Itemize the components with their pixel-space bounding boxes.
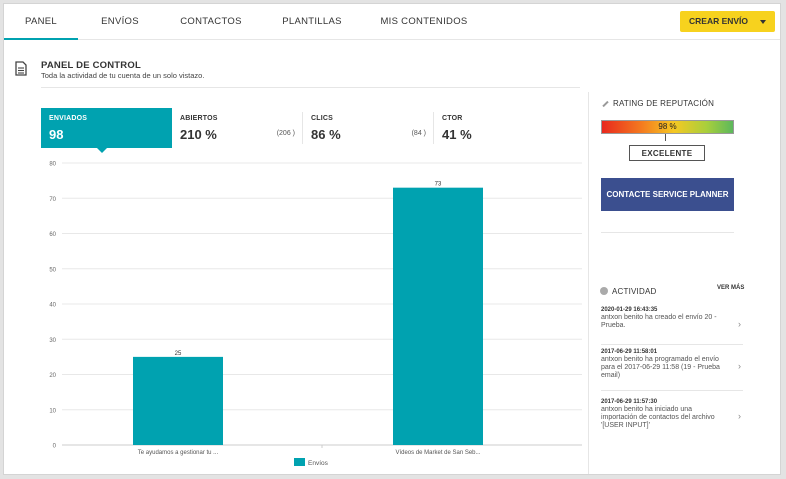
activity-title: ACTIVIDAD bbox=[600, 287, 656, 296]
activity-item[interactable]: 2020-01-29 16:43:35 antxon benito ha cre… bbox=[601, 307, 743, 345]
top-nav: PANEL ENVÍOS CONTACTOS PLANTILLAS MIS CO… bbox=[4, 4, 780, 40]
stat-count: (84 ) bbox=[411, 130, 426, 137]
y-tick-label: 20 bbox=[49, 373, 56, 379]
y-tick-label: 80 bbox=[49, 162, 56, 168]
chevron-right-icon: › bbox=[738, 361, 741, 371]
activity-timestamp: 2017-06-29 11:58:01 bbox=[601, 349, 658, 355]
y-tick-label: 0 bbox=[53, 444, 57, 450]
tab-panel[interactable]: PANEL bbox=[4, 4, 78, 40]
reputation-rating: EXCELENTE bbox=[629, 145, 705, 161]
see-more-link[interactable]: VER MÁS bbox=[717, 285, 745, 291]
data-label: 25 bbox=[175, 351, 182, 357]
stat-label: CTOR bbox=[442, 115, 463, 122]
y-tick-label: 50 bbox=[49, 267, 56, 273]
y-tick-label: 40 bbox=[49, 303, 56, 309]
y-tick-label: 10 bbox=[49, 408, 56, 414]
contact-service-planner-button[interactable]: CONTACTE SERVICE PLANNER bbox=[601, 178, 734, 211]
divider bbox=[302, 112, 303, 144]
x-tick-label: Te ayudamos a gestionar tu ... bbox=[138, 450, 219, 456]
bar bbox=[393, 187, 483, 446]
stat-label: ENVIADOS bbox=[49, 115, 88, 122]
tab-contactos[interactable]: CONTACTOS bbox=[180, 16, 242, 27]
bar bbox=[133, 356, 223, 445]
stat-ctor[interactable]: CTOR 41 % bbox=[434, 108, 574, 148]
create-send-button[interactable]: CREAR ENVÍO bbox=[680, 11, 775, 32]
activity-item[interactable]: 2017-06-29 11:58:01 antxon benito ha pro… bbox=[601, 349, 743, 391]
stat-clics[interactable]: CLICS 86 % (84 ) bbox=[303, 108, 434, 148]
stat-enviados[interactable]: ENVIADOS 98 bbox=[41, 108, 172, 153]
divider bbox=[41, 87, 580, 88]
activity-item[interactable]: 2017-06-29 11:57:30 antxon benito ha ini… bbox=[601, 399, 743, 439]
stat-value: 41 % bbox=[442, 127, 472, 142]
stat-abiertos[interactable]: ABIERTOS 210 % (206 ) bbox=[172, 108, 303, 148]
reputation-title-text: RATING DE REPUTACIÓN bbox=[613, 99, 715, 108]
activity-timestamp: 2017-06-29 11:57:30 bbox=[601, 399, 658, 405]
x-tick-label: Vídeos de Market de San Seb... bbox=[395, 450, 480, 456]
y-tick-label: 30 bbox=[49, 338, 56, 344]
activity-text: antxon benito ha iniciado una importació… bbox=[601, 406, 715, 429]
activity-timestamp: 2020-01-29 16:43:35 bbox=[601, 307, 658, 313]
tab-envios[interactable]: ENVÍOS bbox=[101, 16, 139, 27]
stat-value: 98 bbox=[49, 127, 64, 142]
page-title: PANEL DE CONTROL bbox=[41, 60, 141, 71]
stat-label: ABIERTOS bbox=[180, 115, 218, 122]
tab-plantillas[interactable]: PLANTILLAS bbox=[282, 16, 342, 27]
y-tick-label: 70 bbox=[49, 197, 56, 203]
stat-value: 210 % bbox=[180, 127, 217, 142]
legend-label: Envíos bbox=[308, 460, 329, 467]
divider bbox=[601, 232, 734, 233]
data-label: 73 bbox=[435, 182, 442, 188]
document-icon bbox=[15, 61, 27, 76]
reputation-gauge: 98 % bbox=[601, 120, 734, 134]
chevron-right-icon: › bbox=[738, 319, 741, 329]
pencil-icon bbox=[602, 100, 609, 108]
sends-bar-chart: 0 10 20 30 40 50 60 70 80 25 Te ayudamos a gestion… bbox=[49, 162, 582, 467]
reputation-marker bbox=[665, 134, 666, 141]
stat-count: (206 ) bbox=[276, 130, 295, 137]
info-icon bbox=[600, 287, 608, 295]
stat-label: CLICS bbox=[311, 115, 333, 122]
create-send-label: CREAR ENVÍO bbox=[689, 16, 749, 26]
app-frame: PANEL ENVÍOS CONTACTOS PLANTILLAS MIS CO… bbox=[3, 3, 781, 475]
stat-value: 86 % bbox=[311, 127, 341, 142]
divider bbox=[433, 112, 434, 144]
activity-text: antxon benito ha creado el envío 20 - Pr… bbox=[601, 314, 717, 329]
activity-title-text: ACTIVIDAD bbox=[612, 287, 657, 296]
reputation-value: 98 % bbox=[658, 122, 677, 131]
page-subtitle: Toda la actividad de tu cuenta de un sol… bbox=[41, 71, 205, 80]
y-tick-label: 60 bbox=[49, 232, 56, 238]
activity-text: antxon benito ha programado el envío par… bbox=[601, 356, 720, 379]
chevron-down-icon[interactable] bbox=[760, 20, 766, 24]
reputation-title: RATING DE REPUTACIÓN bbox=[602, 99, 714, 108]
legend-swatch bbox=[294, 458, 305, 466]
tab-mis-contenidos[interactable]: MIS CONTENIDOS bbox=[380, 16, 468, 27]
chevron-right-icon: › bbox=[738, 411, 741, 421]
column-divider bbox=[588, 92, 589, 474]
